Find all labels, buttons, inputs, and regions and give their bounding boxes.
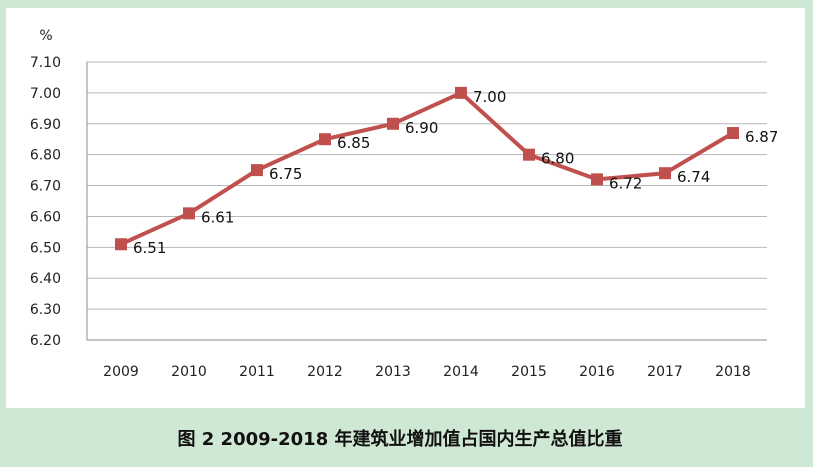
- data-point-2013: [387, 117, 399, 130]
- data-label-2017: 6.74: [677, 168, 710, 186]
- data-point-2014: [455, 86, 467, 99]
- x-tick-label: 2013: [375, 364, 411, 380]
- x-tick-label: 2014: [443, 364, 479, 380]
- plot-area-background: [6, 8, 805, 408]
- chart-caption: 图 2 2009-2018 年建筑业增加值占国内生产总值比重: [178, 428, 623, 450]
- y-tick-label: 6.30: [30, 302, 61, 318]
- y-tick-label: 6.50: [30, 240, 61, 256]
- data-point-2016: [591, 173, 603, 186]
- y-tick-label: 6.40: [30, 271, 61, 287]
- y-tick-label: 7.00: [30, 86, 61, 102]
- data-point-2011: [251, 164, 263, 177]
- data-point-2009: [115, 238, 127, 251]
- x-tick-label: 2017: [647, 364, 683, 380]
- x-axis-ticks: 2009 2010 2011 2012 2013 2014 2015 2016 2017 2018: [103, 364, 751, 380]
- y-tick-label: 6.20: [30, 333, 61, 349]
- data-point-2018: [727, 127, 739, 140]
- data-point-2015: [523, 148, 535, 161]
- data-labels: 6.51 6.61 6.75 6.85 6.90 7.00 6.80 6.72 6.74 6.87: [133, 88, 778, 257]
- data-point-2010: [183, 207, 195, 220]
- data-label-2013: 6.90: [405, 119, 438, 137]
- y-tick-label: 6.90: [30, 117, 61, 133]
- data-label-2009: 6.51: [133, 239, 166, 257]
- data-markers: [115, 86, 739, 251]
- data-point-2012: [319, 133, 331, 146]
- x-tick-label: 2011: [239, 364, 275, 380]
- y-axis-unit-label: %: [39, 28, 52, 44]
- x-tick-label: 2012: [307, 364, 343, 380]
- y-tick-label: 6.80: [30, 148, 61, 164]
- data-label-2010: 6.61: [201, 208, 234, 226]
- x-tick-label: 2015: [511, 364, 547, 380]
- x-tick-label: 2010: [171, 364, 207, 380]
- data-point-2017: [659, 167, 671, 180]
- data-label-2016: 6.72: [609, 174, 642, 192]
- x-tick-label: 2009: [103, 364, 139, 380]
- x-tick-label: 2018: [715, 364, 751, 380]
- y-tick-label: 7.10: [30, 55, 61, 71]
- series-line: [120, 90, 735, 247]
- data-label-2014: 7.00: [473, 88, 506, 106]
- data-label-2012: 6.85: [337, 134, 370, 152]
- x-tick-label: 2016: [579, 364, 615, 380]
- y-tick-label: 6.60: [30, 209, 61, 225]
- y-axis-ticks: 6.20 6.30 6.40 6.50 6.60 6.70 6.80 6.90 7.00 7.10: [30, 55, 61, 349]
- grid-lines: [86, 61, 767, 341]
- data-label-2018: 6.87: [745, 128, 778, 146]
- y-tick-label: 6.70: [30, 179, 61, 195]
- data-label-2015: 6.80: [541, 150, 574, 168]
- data-label-2011: 6.75: [269, 165, 302, 183]
